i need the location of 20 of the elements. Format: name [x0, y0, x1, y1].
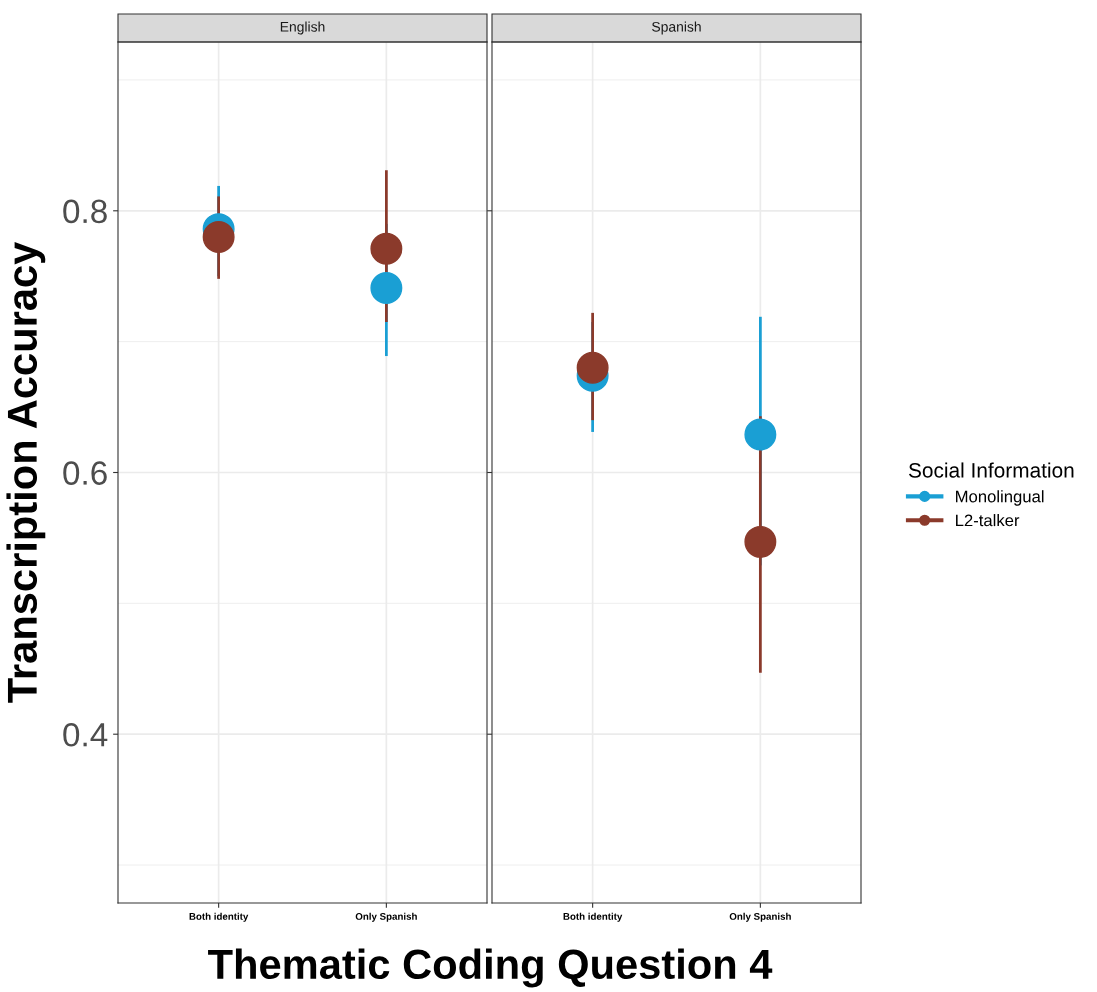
legend-label: Monolingual [956, 490, 1044, 506]
x-tick-label: Only Spanish [729, 912, 791, 922]
point [576, 351, 609, 384]
x-axis-title: Thematic Coding Question 4 [208, 948, 773, 988]
chart-title: English [280, 21, 325, 35]
point [202, 220, 235, 253]
y-tick-label: 0.8 [63, 199, 107, 224]
legend-title: Social Information [908, 462, 1074, 478]
y-tick-label: 0.4 [63, 723, 108, 747]
point [370, 232, 403, 265]
x-tick-label: Only Spanish [355, 912, 417, 922]
y-tick-label: 0.6 [63, 461, 107, 485]
point [370, 272, 403, 304]
chart-title: Spanish [652, 21, 701, 35]
x-tick-label: Both identity [189, 912, 249, 922]
point [744, 418, 777, 451]
legend-label: L2-talker [956, 514, 1020, 527]
y-axis-title: Transcription Accuracy [6, 241, 46, 703]
x-tick-label: Both identity [563, 912, 623, 922]
point [744, 525, 777, 558]
